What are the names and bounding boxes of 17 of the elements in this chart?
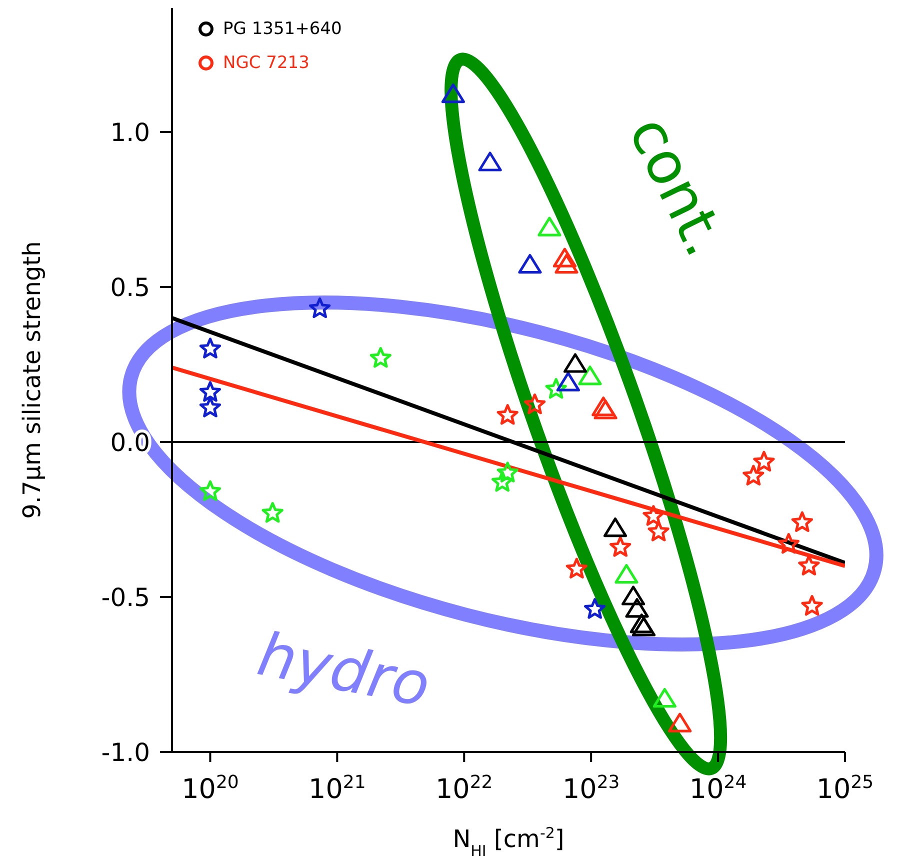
x-tick-label: 10$^{20}$ (182, 772, 239, 805)
x-tick-label: 10$^{24}$ (689, 772, 747, 805)
legend-label: PG 1351+640 (223, 19, 342, 39)
y-tick-label: -1.0 (101, 738, 150, 767)
y-tick-label: -0.5 (101, 583, 150, 612)
y-tick-label: 1.0 (110, 118, 150, 147)
x-tick-label: 10$^{21}$ (308, 772, 366, 805)
annotation: hydro (252, 620, 436, 722)
y-tick-label: 0.5 (110, 273, 150, 302)
x-axis-title: N$_{HI}$ [cm$^{-2}$] (452, 824, 564, 857)
legend-label: NGC 7213 (223, 53, 310, 73)
annotation: cont. (616, 106, 740, 266)
x-tick-label: 10$^{22}$ (436, 772, 493, 805)
x-tick-label: 10$^{23}$ (562, 772, 620, 805)
x-tick-label: 10$^{25}$ (816, 772, 874, 805)
y-axis-title: 9.7μm silicate strength (18, 241, 46, 519)
y-tick-label: 0.0 (110, 428, 150, 457)
